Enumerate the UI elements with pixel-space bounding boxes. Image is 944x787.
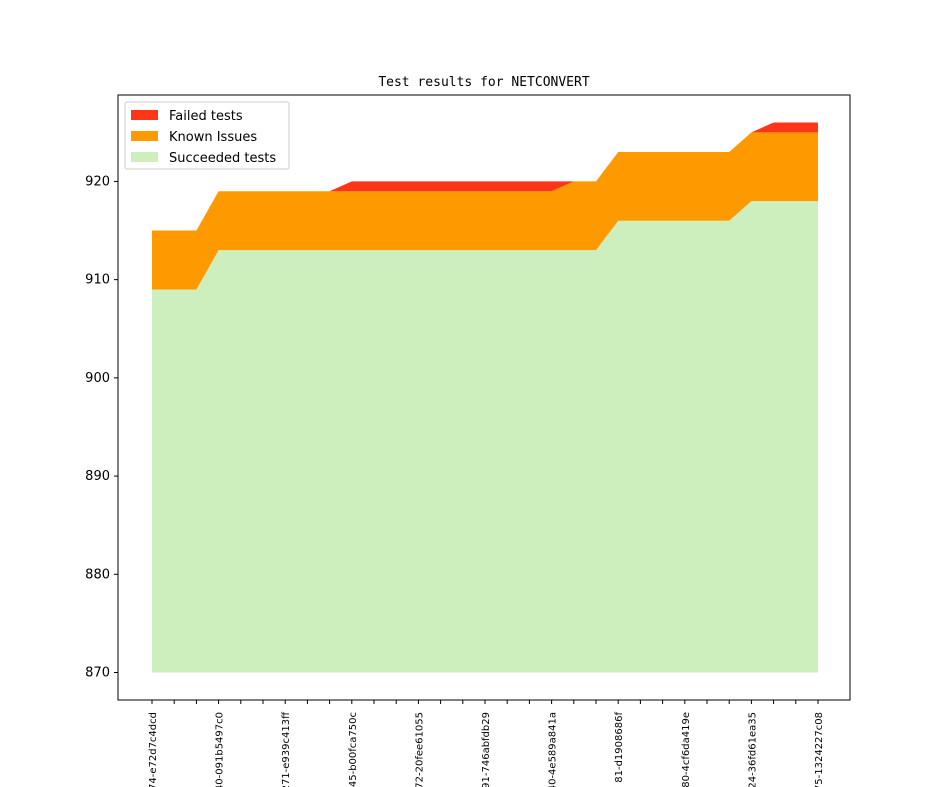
x-tick-label: 75-1324227c08 xyxy=(814,712,825,787)
y-tick-label: 870 xyxy=(85,666,110,681)
plot-frame xyxy=(117,94,851,701)
y-tick-label: 910 xyxy=(85,273,110,288)
legend-swatch xyxy=(131,152,158,162)
y-tick-label: 900 xyxy=(85,371,110,386)
x-tick-label: 40-4e589a841a xyxy=(548,712,559,787)
x-tick-label: 91-746abfdb29 xyxy=(481,712,492,787)
y-tick-label: 880 xyxy=(85,567,110,582)
x-tick-label: 74-e72d7c4dcd xyxy=(148,712,159,787)
legend-swatch xyxy=(131,110,158,120)
legend-label: Failed tests xyxy=(169,109,243,124)
legend: Failed tests Known Issues Succeeded tests xyxy=(124,101,290,170)
x-tick-label: 24-36fd61ea35 xyxy=(747,712,758,787)
legend-label: Succeeded tests xyxy=(169,151,276,166)
legend-label: Known Issues xyxy=(169,130,257,145)
y-tick-label: 890 xyxy=(85,469,110,484)
x-tick-label: 40-091b5497c0 xyxy=(215,712,226,787)
x-tick-label: 271-e939c413ff xyxy=(281,711,292,787)
legend-swatch xyxy=(131,131,158,141)
x-tick-label: 80-4cf6da419e xyxy=(681,712,692,787)
x-tick-label: 81-d1908686f xyxy=(614,712,625,783)
y-tick-label: 920 xyxy=(85,174,110,189)
area xyxy=(152,132,818,290)
x-tick-label: 72-20fee61055 xyxy=(414,712,425,787)
area xyxy=(152,201,818,673)
legend-frame xyxy=(124,101,290,170)
x-tick-label: 45-b00fca750c xyxy=(348,712,359,787)
chart-title: Test results for NETCONVERT xyxy=(378,75,589,90)
